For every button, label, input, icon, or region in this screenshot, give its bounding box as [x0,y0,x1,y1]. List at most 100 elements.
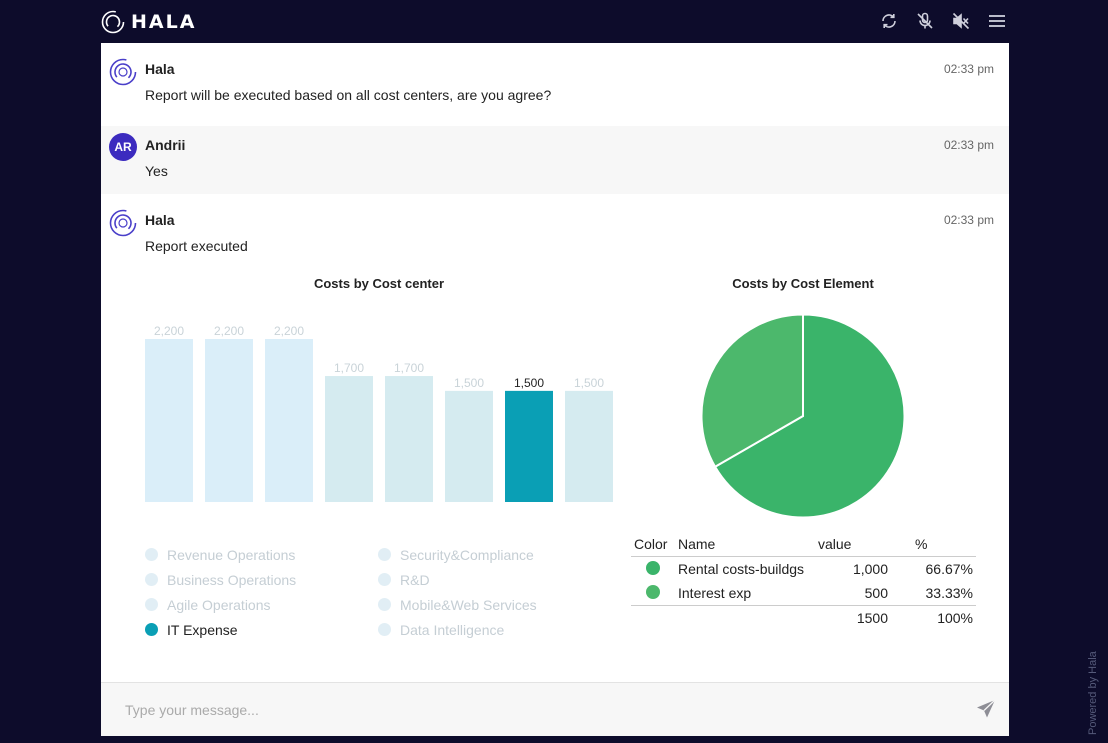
table-total-row: 1500 100% [631,605,976,630]
legend-label: Business Operations [167,571,297,588]
legend-dot [145,548,158,561]
legend-label: IT Expense [167,621,238,638]
message-time: 02:33 pm [943,138,994,152]
bar-0[interactable] [145,339,193,502]
legend-item[interactable]: Revenue Operations [145,542,375,567]
total-spacer [675,605,815,630]
message-text: Report executed [145,238,248,254]
mic-off-icon[interactable] [914,10,936,32]
hala-logo: HALA [101,9,196,35]
slice-value: 1,000 [852,561,888,577]
message-andrii: AR Andrii 02:33 pm Yes [101,126,1009,194]
bar-label-2: 2,200 [274,324,304,338]
legend-dot [145,573,158,586]
table-header-percent: % [891,532,976,557]
legend-item[interactable]: Business Operations [145,567,375,592]
bar-2[interactable] [265,339,313,502]
top-bar: HALA [0,0,1108,43]
legend-dot [378,598,391,611]
table-row: Rental costs-buildgs 1,000 66.67% [631,557,976,582]
chat-panel: Hala 02:33 pm Report will be executed ba… [101,43,1009,736]
bar-4[interactable] [385,376,433,502]
color-cell [631,557,675,582]
bar-label-6: 1,500 [514,376,544,390]
bar-7[interactable] [565,390,613,502]
sender-name: Andrii [145,137,186,153]
slice-name: Rental costs-buildgs [678,561,805,577]
table-header-value-label: value [818,536,852,552]
table-row: Interest exp 500 33.33% [631,581,976,606]
avatar: AR [109,133,137,161]
pie-slice-1[interactable] [700,313,804,469]
pie-slice-0[interactable] [713,313,906,519]
bar-3[interactable] [325,376,373,502]
sender-name: Hala [145,61,175,77]
legend-dot [145,598,158,611]
bar-legend-right: Security&Compliance R&D Mobile&Web Service… [378,542,608,642]
total-spacer [631,605,675,630]
legend-label: Revenue Operations [167,546,296,563]
pie-data-table: Color Name value % Rental costs-buildgs … [631,532,976,630]
legend-label: Security&Compliance [400,546,534,563]
message-hala-2: Hala 02:33 pm Report executed [101,194,1009,682]
pie-chart [700,313,906,519]
sender-name: Hala [145,212,175,228]
message-text: Report will be executed based on all cos… [145,87,552,103]
hala-avatar-icon [109,209,137,237]
bar-label-0: 2,200 [154,324,184,338]
message-hala-1: Hala 02:33 pm Report will be executed ba… [101,43,1009,126]
legend-label: Agile Operations [167,596,271,613]
bar-6[interactable] [505,390,553,502]
legend-item[interactable]: Data Intelligence [378,617,608,642]
bar-1[interactable] [205,339,253,502]
slice-value: 500 [864,585,888,601]
message-time: 02:33 pm [943,213,994,227]
bar-legend-left: Revenue Operations Business Operations Agi… [145,542,375,642]
send-icon[interactable] [975,698,997,725]
bar-label-7: 1,500 [574,376,604,390]
legend-label: R&D [400,571,430,588]
legend-label: Mobile&Web Services [400,596,537,613]
message-time: 02:33 pm [943,62,994,76]
legend-item[interactable]: IT Expense [145,617,375,642]
powered-by: Powered by Hala [1087,651,1099,735]
hala-logo-icon [101,10,125,34]
message-input-bar [101,682,1009,736]
legend-dot [378,548,391,561]
bar-label-4: 1,700 [394,361,424,375]
legend-item[interactable]: Mobile&Web Services [378,592,608,617]
legend-dot [378,573,391,586]
slice-percent: 33.33% [925,585,973,601]
bar-label-5: 1,500 [454,376,484,390]
bar-chart: 2,200 2,200 2,200 1,700 1,700 1,500 1,500 1,500 [145,324,613,502]
table-header-name: Name [675,532,815,557]
bar-label-3: 1,700 [334,361,364,375]
pie-chart-title: Costs by Cost Element [732,276,874,291]
legend-item[interactable]: R&D [378,567,608,592]
slice-name: Interest exp [678,585,752,601]
table-header-color: Color [631,532,675,557]
brand-name: HALA [131,11,197,33]
total-value: 1500 [815,605,891,630]
legend-dot [378,623,391,636]
message-input[interactable] [123,695,947,725]
table-header-row: Color Name value % [631,532,976,557]
menu-icon[interactable] [986,10,1008,32]
bar-5[interactable] [445,390,493,502]
bar-chart-title: Costs by Cost center [313,276,445,291]
sync-icon[interactable] [878,10,900,32]
slice-color-dot [646,560,660,575]
legend-item[interactable]: Security&Compliance [378,542,608,567]
message-text: Yes [145,163,168,179]
table-header-value: value [815,532,891,557]
slice-color-dot [646,584,660,599]
legend-dot [145,623,158,636]
legend-label: Data Intelligence [400,621,505,638]
legend-item[interactable]: Agile Operations [145,592,375,617]
color-cell [631,581,675,606]
slice-percent: 66.67% [925,561,973,577]
volume-off-icon[interactable] [950,10,972,32]
hala-avatar-icon [109,58,137,86]
bar-label-1: 2,200 [214,324,244,338]
total-percent: 100% [891,605,976,630]
